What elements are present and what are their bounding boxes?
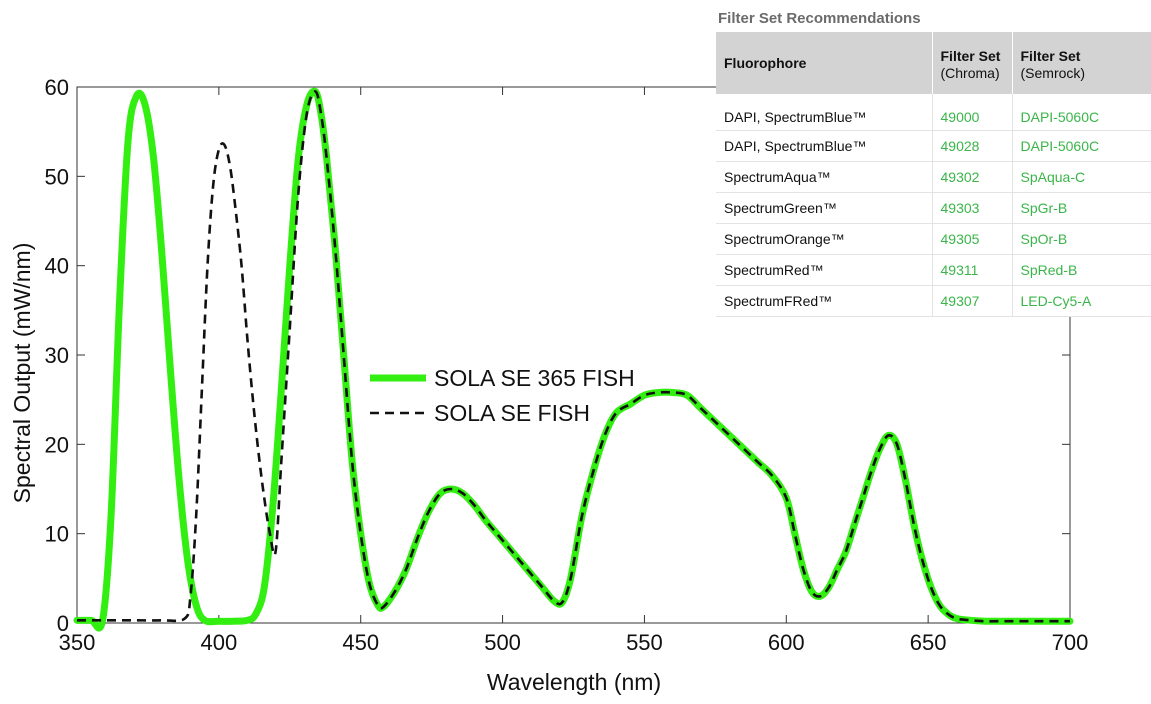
chroma-filter-link[interactable]: 49311 <box>931 254 1012 286</box>
legend-label-0: SOLA SE 365 FISH <box>434 365 635 391</box>
x-tick-label: 650 <box>910 630 947 655</box>
table-row: DAPI, SpectrumBlue™ 49000 DAPI-5060C <box>716 94 1151 131</box>
fluorophore-cell: SpectrumAqua™ <box>716 161 932 193</box>
y-tick-label: 50 <box>45 164 69 189</box>
y-tick-label: 10 <box>45 522 69 547</box>
header-chroma-main: Filter Set <box>940 48 1001 64</box>
y-tick-label: 40 <box>45 254 69 279</box>
y-axis-title: Spectral Output (mW/nm) <box>9 243 35 504</box>
fluorophore-cell: SpectrumOrange™ <box>716 223 932 255</box>
header-chroma: Filter Set (Chroma) <box>931 32 1012 94</box>
table-row: SpectrumRed™ 49311 SpRed-B <box>716 254 1151 286</box>
x-tick-label: 400 <box>200 630 237 655</box>
x-tick-label: 700 <box>1052 630 1089 655</box>
header-semrock-sub: (Semrock) <box>1020 65 1086 81</box>
table-row: SpectrumOrange™ 49305 SpOr-B <box>716 223 1151 255</box>
x-tick-label: 500 <box>484 630 521 655</box>
series-line-1 <box>76 90 1070 623</box>
x-tick-label: 350 <box>59 630 96 655</box>
header-semrock-main: Filter Set <box>1020 48 1081 64</box>
semrock-filter-link[interactable]: SpGr-B <box>1011 192 1151 224</box>
header-chroma-sub: (Chroma) <box>940 65 1000 81</box>
filter-table-title: Filter Set Recommendations <box>718 10 921 27</box>
plot-layer: 350 400 450 500 550 600 650 700 0 10 20 30 40 50 60 SOL… <box>45 75 1089 655</box>
fluorophore-cell: DAPI, SpectrumBlue™ <box>716 130 932 162</box>
chroma-filter-link[interactable]: 49000 <box>931 94 1012 131</box>
chroma-filter-link[interactable]: 49307 <box>931 285 1012 317</box>
y-tick-label: 20 <box>45 432 69 457</box>
y-tick-label: 0 <box>57 611 69 636</box>
table-row: SpectrumFRed™ 49307 LED-Cy5-A <box>716 285 1151 317</box>
fluorophore-cell: SpectrumFRed™ <box>716 285 932 317</box>
y-tick-label: 60 <box>45 75 69 100</box>
fluorophore-cell: SpectrumRed™ <box>716 254 932 286</box>
table-row: DAPI, SpectrumBlue™ 49028 DAPI-5060C <box>716 130 1151 162</box>
semrock-filter-link[interactable]: SpOr-B <box>1011 223 1151 255</box>
x-axis-title: Wavelength (nm) <box>487 669 661 695</box>
legend-label-1: SOLA SE FISH <box>434 400 590 426</box>
y-tick-label: 30 <box>45 343 69 368</box>
chroma-filter-link[interactable]: 49303 <box>931 192 1012 224</box>
filter-table-header-row: Fluorophore Filter Set (Chroma) Filter S… <box>716 32 1151 94</box>
semrock-filter-link[interactable]: SpAqua-C <box>1011 161 1151 193</box>
fluorophore-cell: SpectrumGreen™ <box>716 192 932 224</box>
x-tick-label: 550 <box>626 630 663 655</box>
fluorophore-cell: DAPI, SpectrumBlue™ <box>716 94 932 131</box>
chroma-filter-link[interactable]: 49302 <box>931 161 1012 193</box>
header-semrock: Filter Set (Semrock) <box>1011 32 1151 94</box>
semrock-filter-link[interactable]: SpRed-B <box>1011 254 1151 286</box>
chroma-filter-link[interactable]: 49028 <box>931 130 1012 162</box>
filter-recommendations-panel: Filter Set Recommendations Fluorophore F… <box>716 0 1151 317</box>
header-fluorophore: Fluorophore <box>716 32 932 94</box>
semrock-filter-link[interactable]: DAPI-5060C <box>1011 94 1151 131</box>
semrock-filter-link[interactable]: DAPI-5060C <box>1011 130 1151 162</box>
filter-table: Fluorophore Filter Set (Chroma) Filter S… <box>716 32 1151 317</box>
x-tick-label: 450 <box>342 630 379 655</box>
x-tick-label: 600 <box>768 630 805 655</box>
table-row: SpectrumAqua™ 49302 SpAqua-C <box>716 161 1151 193</box>
semrock-filter-link[interactable]: LED-Cy5-A <box>1011 285 1151 317</box>
chroma-filter-link[interactable]: 49305 <box>931 223 1012 255</box>
table-row: SpectrumGreen™ 49303 SpGr-B <box>716 192 1151 224</box>
